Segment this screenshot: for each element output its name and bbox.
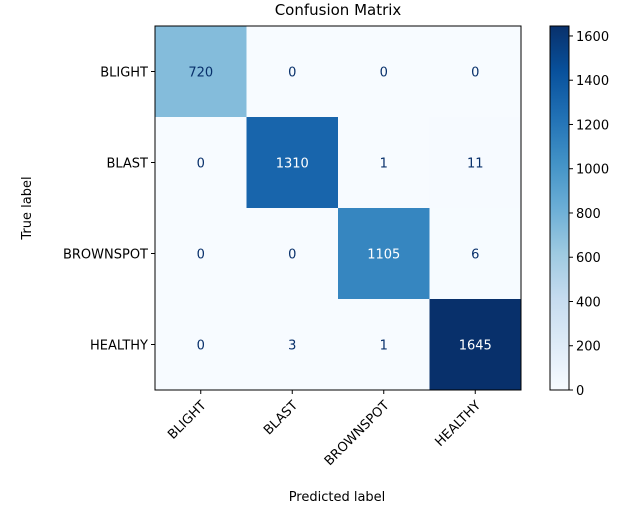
- cell-value-label: 11: [467, 157, 484, 172]
- matrix-cells: [155, 26, 522, 391]
- matrix-cell-blight-blight: [155, 26, 247, 118]
- matrix-cell-blight-brownspot: [338, 26, 430, 118]
- x-axis-ticks: BLIGHT BLAST BROWNSPOT HEALTHY: [165, 390, 484, 469]
- cell-value-label: 0: [197, 339, 205, 354]
- matrix-cell-blast-blight: [155, 117, 247, 209]
- y-tick-label: BLIGHT: [100, 66, 148, 81]
- matrix-cell-labels: 720 0 0 00 1310 1 110 0 1105 60 3 1 1645: [188, 66, 491, 354]
- matrix-cell-healthy-blast: [246, 299, 339, 391]
- colorbar-tick-label: 1200: [576, 118, 609, 133]
- matrix-cell-brownspot-brownspot: [338, 208, 430, 300]
- matrix-cell-blight-healthy: [429, 26, 522, 118]
- colorbar-tick-label: 800: [576, 207, 601, 222]
- colorbar-tick-label: 0: [576, 384, 584, 399]
- chart-title: Confusion Matrix: [275, 1, 402, 19]
- cell-value-label: 0: [288, 248, 296, 263]
- cell-value-label: 6: [471, 248, 479, 263]
- cell-value-label: 1: [380, 157, 388, 172]
- colorbar-tick-label: 1600: [576, 30, 609, 45]
- x-axis-label: Predicted label: [289, 490, 386, 505]
- matrix-cell-blast-healthy: [429, 117, 522, 209]
- x-tick-label: BLIGHT: [165, 398, 209, 442]
- cell-value-label: 3: [288, 339, 296, 354]
- colorbar-tick-label: 200: [576, 340, 601, 355]
- matrix-cell-healthy-blight: [155, 299, 247, 391]
- cell-value-label: 0: [380, 66, 388, 81]
- colorbar-tick-label: 600: [576, 251, 601, 266]
- y-tick-label: BROWNSPOT: [63, 248, 148, 263]
- cell-value-label: 1645: [459, 339, 492, 354]
- y-axis-label: True label: [20, 176, 35, 240]
- colorbar: [549, 25, 570, 391]
- matrix-cell-brownspot-blight: [155, 208, 247, 300]
- matrix-cell-blast-brownspot: [338, 117, 430, 209]
- cell-value-label: 1: [380, 339, 388, 354]
- cell-value-label: 0: [197, 248, 205, 263]
- x-tick-label: BROWNSPOT: [322, 398, 393, 469]
- colorbar-tick-label: 400: [576, 295, 601, 310]
- matrix-cell-blast-blast: [246, 117, 339, 209]
- x-tick-label: HEALTHY: [432, 398, 484, 450]
- colorbar-ticks: 0 200 400 600 800 1000 1200 1400 1600: [569, 30, 609, 399]
- cell-value-label: 0: [197, 157, 205, 172]
- colorbar-tick-label: 1400: [576, 74, 609, 89]
- x-tick-label: BLAST: [261, 398, 301, 438]
- y-tick-label: BLAST: [106, 157, 148, 172]
- matrix-cell-healthy-brownspot: [338, 299, 430, 391]
- cell-value-label: 720: [188, 66, 213, 81]
- y-axis-ticks: BLIGHT BLAST BROWNSPOT HEALTHY: [63, 66, 155, 354]
- cell-value-label: 1310: [276, 157, 309, 172]
- matrix-cell-healthy-healthy: [429, 299, 522, 391]
- matrix-cell-blight-blast: [246, 26, 339, 118]
- cell-value-label: 1105: [367, 248, 400, 263]
- colorbar-tick-label: 1000: [576, 163, 609, 178]
- matrix-cell-brownspot-healthy: [429, 208, 522, 300]
- matrix-frame: [154, 25, 522, 391]
- cell-value-label: 0: [288, 66, 296, 81]
- matrix-cell-brownspot-blast: [246, 208, 339, 300]
- y-tick-label: HEALTHY: [90, 339, 148, 354]
- cell-value-label: 0: [471, 66, 479, 81]
